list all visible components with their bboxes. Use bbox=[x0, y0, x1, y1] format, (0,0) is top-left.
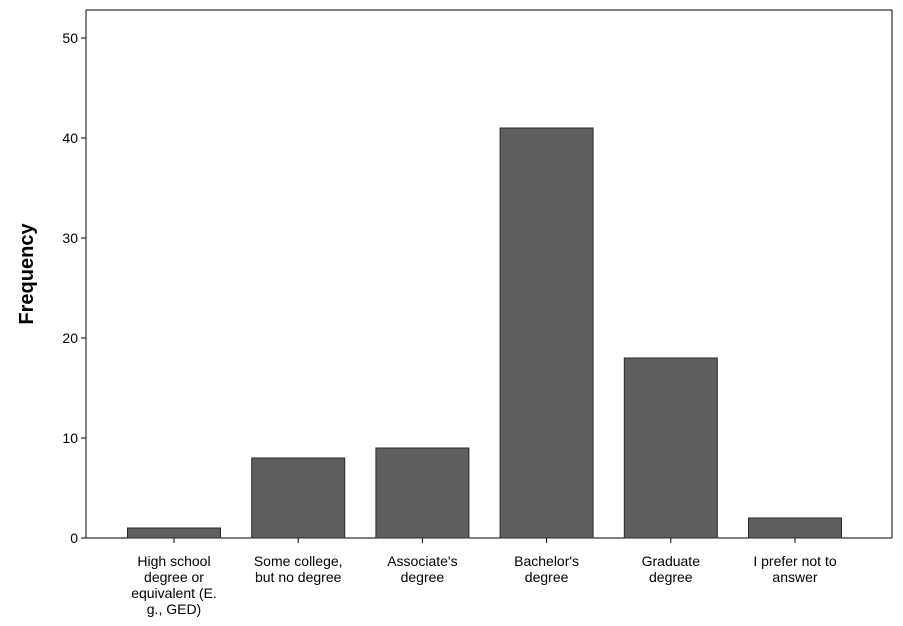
y-tick-label: 20 bbox=[62, 330, 78, 346]
x-tick-label-line: answer bbox=[772, 569, 817, 585]
bar bbox=[499, 127, 594, 539]
bar bbox=[623, 357, 718, 539]
y-tick-label: 30 bbox=[62, 230, 78, 246]
x-tick-label-line: g., GED) bbox=[147, 601, 201, 617]
bar bbox=[375, 447, 470, 539]
x-tick-label: Some college, but no degree bbox=[254, 553, 343, 585]
x-tick-label-line: but no degree bbox=[255, 569, 342, 585]
x-tick-label: Graduate degree bbox=[642, 553, 701, 585]
y-tick-label: 0 bbox=[70, 530, 78, 546]
x-tick-label-line: Graduate bbox=[642, 553, 701, 569]
x-tick-label-line: Some college, bbox=[254, 553, 343, 569]
x-tick-label-line: degree bbox=[401, 569, 445, 585]
bar bbox=[251, 457, 346, 539]
bar bbox=[127, 527, 221, 539]
x-tick-label-line: Bachelor's bbox=[514, 553, 579, 569]
x-tick-label-line: equivalent (E. bbox=[131, 585, 217, 601]
x-tick-label-line: High school bbox=[137, 553, 210, 569]
y-axis-title: Frequency bbox=[16, 223, 38, 325]
x-tick-label: High school degree or equivalent (E. g., GE… bbox=[131, 553, 217, 617]
x-tick-label-line: I prefer not to bbox=[753, 553, 836, 569]
y-axis-ticks: 0 10 20 30 40 50 bbox=[62, 30, 86, 546]
x-tick-label: Bachelor's degree bbox=[514, 553, 579, 585]
y-tick-label: 10 bbox=[62, 430, 78, 446]
x-tick-label-line: degree or bbox=[144, 569, 204, 585]
plot-area bbox=[85, 9, 893, 539]
x-tick-label-line: degree bbox=[525, 569, 569, 585]
bar bbox=[748, 517, 842, 539]
x-tick-label-line: degree bbox=[649, 569, 693, 585]
y-tick-label: 40 bbox=[62, 130, 78, 146]
x-axis-tick-labels: High school degree or equivalent (E. g., GE… bbox=[131, 538, 837, 617]
x-tick-label: I prefer not to answer bbox=[753, 553, 836, 585]
bars bbox=[127, 127, 842, 539]
y-tick-label: 50 bbox=[62, 30, 78, 46]
x-tick-label-line: Associate's bbox=[387, 553, 457, 569]
x-tick-label: Associate's degree bbox=[387, 553, 457, 585]
